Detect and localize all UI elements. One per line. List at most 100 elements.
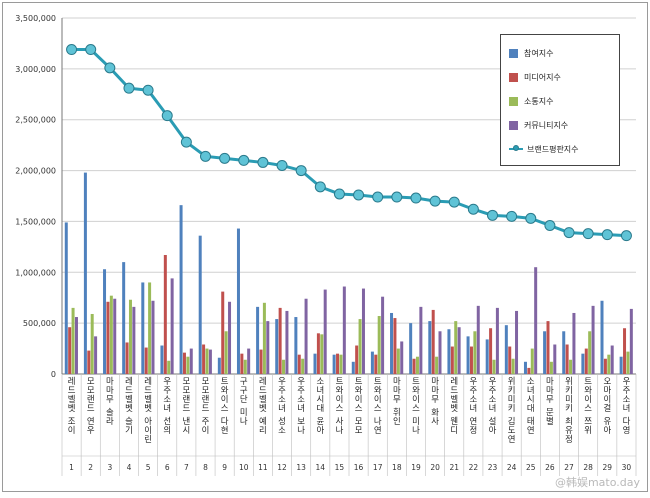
brand-reputation-point-14 [314, 181, 326, 193]
bar-26-series-3 [549, 361, 553, 374]
bar-4-series-4 [132, 306, 136, 374]
bar-24-series-4 [515, 310, 519, 374]
bar-9-series-3 [224, 331, 228, 374]
bar-8-series-3 [205, 348, 209, 374]
x-rank-label-20: 20 [430, 463, 440, 472]
bar-26-series-4 [553, 344, 557, 374]
bar-18-series-2 [393, 318, 397, 374]
y-tick-label: 2,000,000 [15, 167, 56, 176]
bar-28-series-2 [584, 348, 588, 374]
bar-2-series-4 [94, 336, 98, 374]
x-rank-label-9: 9 [222, 463, 227, 472]
bar-6-series-1 [160, 345, 164, 374]
bar-7-series-3 [186, 356, 190, 374]
bar-7-series-4 [189, 348, 193, 374]
bar-17-series-2 [374, 354, 378, 374]
bar-14-series-3 [320, 334, 324, 374]
brand-reputation-point-30 [620, 230, 632, 242]
x-rank-label-2: 2 [88, 463, 93, 472]
brand-reputation-point-1 [66, 44, 78, 56]
bar-18-series-1 [390, 312, 394, 374]
legend-label-community: 커뮤니티지수 [524, 120, 569, 130]
y-tick-label: 1,000,000 [15, 268, 56, 277]
legend-label-participation: 참여지수 [524, 48, 554, 58]
watermark: @韩娱mato.day [554, 476, 640, 489]
bar-15-series-1 [332, 354, 336, 374]
x-rank-label-17: 17 [373, 463, 383, 472]
bar-3-series-1 [103, 269, 107, 374]
bar-2-series-2 [87, 350, 91, 374]
bar-25-series-1 [523, 361, 527, 374]
bar-15-series-4 [342, 286, 346, 374]
brand-reputation-point-20 [429, 195, 441, 207]
bar-20-series-3 [435, 356, 439, 374]
bar-17-series-4 [381, 296, 385, 374]
bar-16-series-4 [361, 288, 365, 374]
brand-reputation-point-5 [142, 84, 154, 96]
x-rank-label-28: 28 [583, 463, 593, 472]
bar-26-series-1 [543, 331, 547, 374]
legend-item-communication: 소통지수 [509, 89, 613, 113]
bar-9-series-4 [228, 301, 232, 374]
bar-16-series-1 [351, 361, 355, 374]
bar-11-series-3 [262, 302, 266, 374]
bar-14-series-4 [323, 289, 327, 374]
legend-label-media: 미디어지수 [524, 72, 561, 82]
bar-14-series-2 [316, 333, 320, 374]
brand-reputation-point-15 [333, 188, 345, 200]
bar-29-series-4 [610, 345, 614, 374]
x-rank-label-21: 21 [449, 463, 459, 472]
brand-reputation-point-18 [391, 191, 403, 203]
bar-18-series-4 [400, 341, 404, 374]
legend-item-media: 미디어지수 [509, 65, 613, 89]
brand-reputation-point-17 [372, 191, 384, 203]
legend-item-participation: 참여지수 [509, 41, 613, 65]
bar-10-series-2 [240, 353, 244, 374]
bar-8-series-2 [202, 344, 206, 374]
bar-21-series-4 [457, 327, 461, 374]
bar-6-series-4 [170, 278, 174, 374]
bar-29-series-2 [603, 358, 607, 374]
bar-15-series-2 [336, 353, 340, 374]
bar-28-series-3 [588, 331, 592, 374]
bar-19-series-3 [415, 356, 419, 374]
bar-21-series-3 [454, 321, 458, 374]
brand-reputation-point-11 [257, 156, 269, 168]
legend-swatch-brand-reputation [509, 145, 523, 151]
bar-5-series-4 [151, 300, 155, 374]
x-rank-label-6: 6 [165, 463, 170, 472]
x-rank-label-15: 15 [335, 463, 345, 472]
brand-reputation-point-21 [448, 196, 460, 208]
bar-13-series-2 [297, 354, 301, 374]
bar-11-series-1 [256, 306, 260, 374]
bar-5-series-1 [141, 282, 145, 374]
bar-22-series-4 [476, 305, 480, 374]
bar-29-series-3 [607, 354, 611, 374]
bar-23-series-3 [492, 359, 496, 374]
x-rank-label-18: 18 [392, 463, 402, 472]
x-rank-label-23: 23 [488, 463, 498, 472]
bar-7-series-2 [182, 352, 186, 374]
bar-15-series-3 [339, 354, 343, 374]
bar-2-series-3 [90, 313, 94, 374]
y-tick-label: 0 [51, 370, 56, 379]
brand-reputation-point-28 [582, 228, 594, 240]
bar-5-series-2 [144, 347, 148, 374]
bar-1-series-3 [71, 307, 75, 374]
x-rank-label-5: 5 [146, 463, 151, 472]
bar-7-series-1 [179, 205, 183, 374]
legend-swatch-communication [509, 96, 518, 106]
